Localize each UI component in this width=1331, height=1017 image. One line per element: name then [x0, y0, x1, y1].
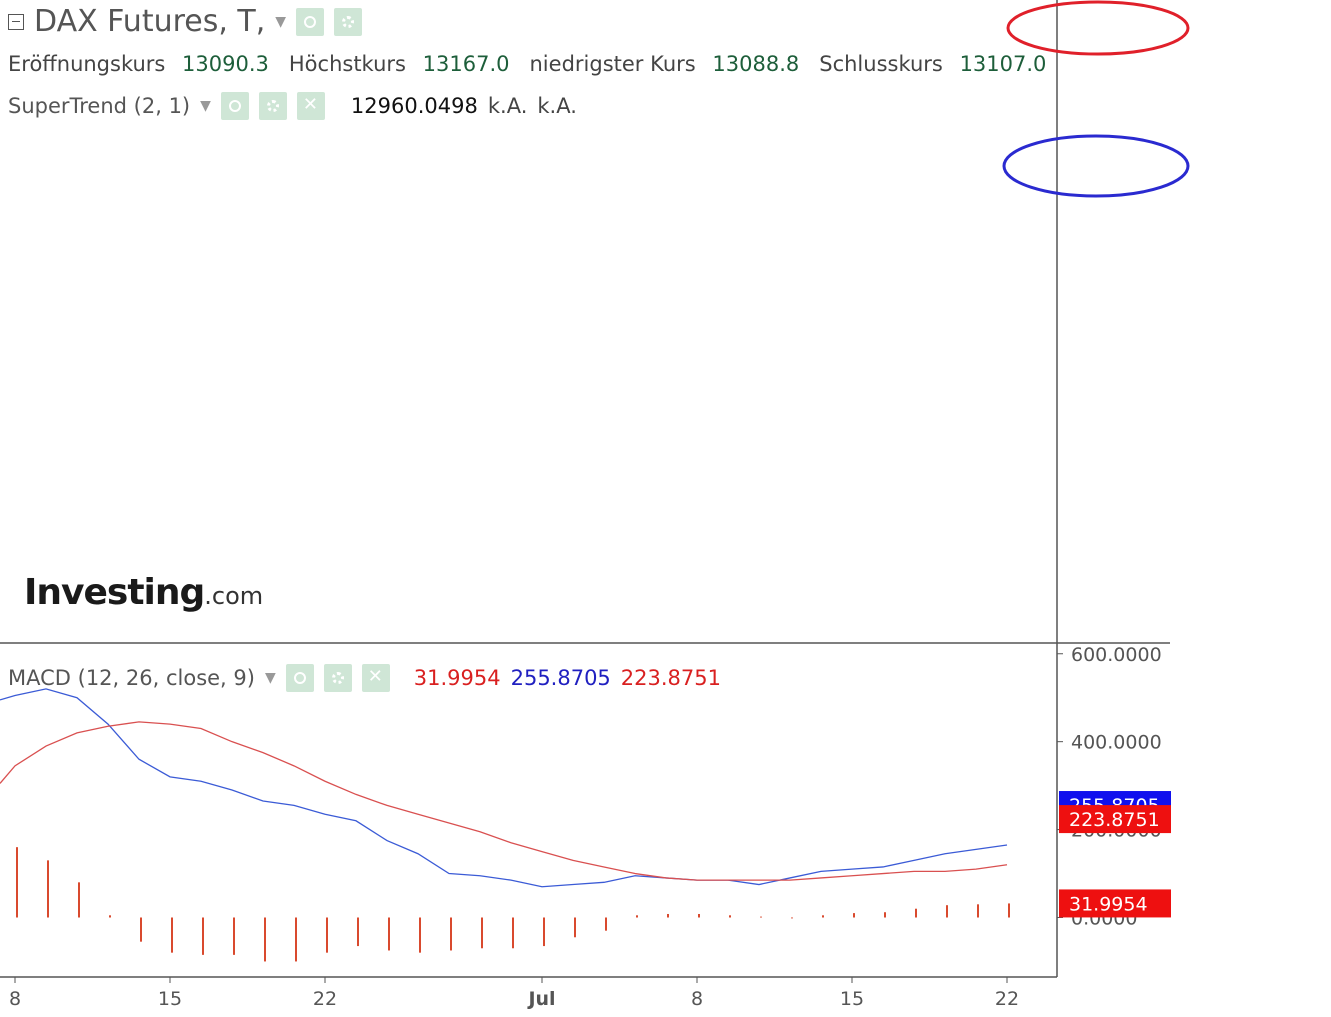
signal-line: [0, 721, 1008, 881]
macd-y-tick-label: 600.0000: [1071, 644, 1162, 666]
close-label: Schlusskurs: [819, 52, 943, 76]
supertrend-na-1: k.A.: [487, 94, 528, 118]
histogram-value-badge: [1059, 889, 1171, 918]
open-value: 13090.3: [182, 52, 269, 76]
low-value: 13088.8: [712, 52, 800, 76]
supertrend-value: 12960.0498: [350, 94, 478, 118]
macd-line-value: 255.8705: [510, 666, 611, 690]
chevron-down-icon[interactable]: ▼: [200, 98, 211, 114]
high-value: 13167.0: [422, 52, 510, 76]
ohlc-item: niedrigster Kurs 13088.8: [530, 52, 810, 76]
low-label: niedrigster Kurs: [529, 52, 696, 76]
signal-value-badge: [1059, 805, 1171, 834]
close-value: 13107.0: [959, 52, 1047, 76]
supertrend-na-2: k.A.: [537, 94, 577, 118]
x-tick-label: 15: [840, 988, 864, 1010]
eye-icon[interactable]: [296, 7, 325, 36]
macd-hist-value: 31.9954: [413, 666, 501, 690]
ohlc-item: Schlusskurs 13107.0: [819, 52, 1056, 76]
x-tick-label: 22: [995, 988, 1019, 1010]
gear-icon[interactable]: [258, 92, 287, 120]
open-label: Eröffnungskurs: [8, 52, 166, 76]
x-tick-label: 15: [158, 988, 182, 1010]
eye-icon[interactable]: [285, 664, 314, 692]
chart-title-row: DAX Futures, T, ▼: [8, 4, 372, 39]
macd-name: MACD (12, 26, close, 9): [8, 666, 255, 690]
supertrend-legend: SuperTrend (2, 1) ▼ 12960.0498 k.A. k.A.: [8, 92, 587, 120]
x-tick-label: 8: [9, 988, 21, 1010]
investing-logo: Investing.com: [24, 572, 263, 613]
chevron-down-icon[interactable]: ▼: [275, 13, 287, 30]
supertrend-name: SuperTrend (2, 1): [8, 94, 191, 118]
logo-brand: Investing: [24, 572, 205, 613]
ohlc-item: Eröffnungskurs 13090.3: [8, 52, 279, 76]
high-label: Höchstkurs: [288, 52, 406, 76]
annotation-blue-ellipse: [1002, 134, 1190, 198]
collapse-icon[interactable]: [8, 13, 24, 30]
signal-value-badge-label: 223.8751: [1069, 809, 1160, 831]
logo-suffix: .com: [204, 582, 264, 610]
chart-title: DAX Futures, T,: [34, 4, 266, 39]
macd-line: [0, 688, 1008, 888]
macd-signal-value: 223.8751: [620, 666, 721, 690]
gear-icon[interactable]: [334, 7, 363, 36]
annotation-red-ellipse: [1006, 0, 1190, 56]
x-tick-label: 8: [691, 988, 703, 1010]
close-icon[interactable]: [296, 92, 325, 120]
histogram-value-badge-label: 31.9954: [1069, 893, 1148, 915]
ohlc-legend: Eröffnungskurs 13090.3 Höchstkurs 13167.…: [8, 52, 1066, 76]
x-tick-label: 22: [313, 988, 337, 1010]
gear-icon[interactable]: [323, 664, 352, 692]
close-icon[interactable]: [361, 664, 390, 692]
macd-y-tick-label: 400.0000: [1071, 732, 1162, 754]
ohlc-item: Höchstkurs 13167.0: [289, 52, 520, 76]
eye-icon[interactable]: [220, 92, 249, 120]
macd-legend: MACD (12, 26, close, 9) ▼ 31.9954 255.87…: [8, 664, 731, 692]
chevron-down-icon[interactable]: ▼: [264, 670, 276, 686]
x-tick-label: Jul: [526, 988, 555, 1010]
